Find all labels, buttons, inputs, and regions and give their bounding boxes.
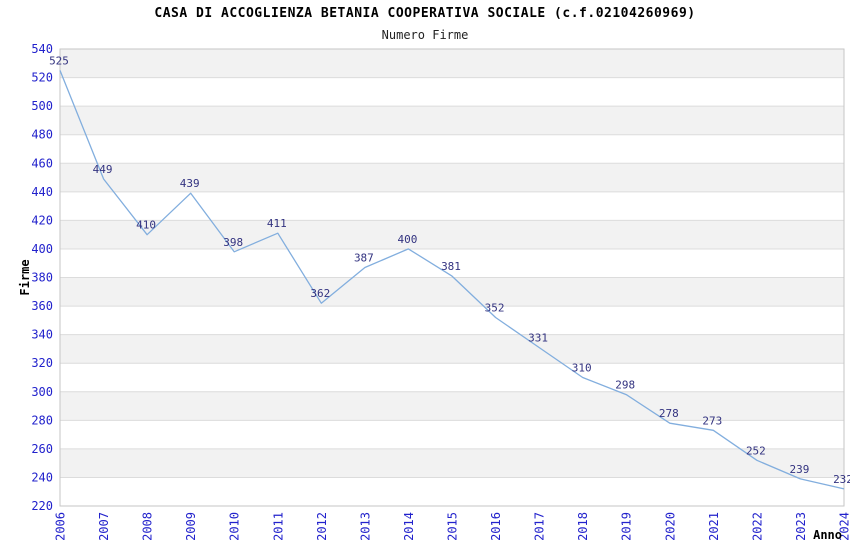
- x-tick-label: 2024: [838, 512, 850, 541]
- grid-band: [60, 277, 844, 307]
- grid-band: [60, 391, 844, 421]
- plot-border: [59, 48, 845, 507]
- grid-band: [60, 334, 844, 364]
- grid-band: [60, 363, 844, 392]
- data-point-label: 232: [833, 473, 850, 486]
- y-axis-title: Firme: [18, 259, 32, 295]
- chart-title: CASA DI ACCOGLIENZA BETANIA COOPERATIVA …: [154, 6, 696, 21]
- grid-band: [60, 163, 844, 192]
- y-tick-label: 520: [31, 71, 53, 85]
- data-point-label: 439: [180, 177, 200, 190]
- y-tick-label: 240: [31, 470, 53, 484]
- y-tick-label: 380: [31, 271, 53, 285]
- y-tick-label: 280: [31, 413, 53, 427]
- x-tick-label: 2006: [54, 512, 68, 541]
- y-tick-label: 300: [31, 385, 53, 399]
- x-tick-label: 2019: [620, 512, 634, 541]
- data-point-label: 449: [93, 163, 113, 176]
- y-tick-label: 220: [31, 499, 53, 513]
- grid-band: [60, 49, 844, 78]
- x-tick-label: 2013: [358, 512, 372, 541]
- data-point-label: 239: [790, 463, 810, 476]
- y-tick-label: 540: [31, 42, 53, 56]
- data-point-label: 362: [310, 287, 330, 300]
- x-tick-label: 2021: [707, 512, 721, 541]
- data-point-label: 381: [441, 260, 461, 273]
- x-tick-label: 2018: [576, 512, 590, 541]
- x-axis-title: Anno: [813, 528, 842, 542]
- chart-subtitle: Numero Firme: [381, 28, 469, 42]
- y-tick-label: 340: [31, 328, 53, 342]
- grid-band: [60, 420, 844, 449]
- x-tick-label: 2023: [794, 512, 808, 541]
- x-tick-label: 2022: [750, 512, 764, 541]
- data-point-label: 398: [223, 236, 243, 249]
- data-point-label: 278: [659, 407, 679, 420]
- x-axis-ticks: 2006 2007 2008 2009 2010 2011 2012 2013 2014 2015…: [54, 512, 850, 541]
- data-point-label: 298: [615, 379, 635, 392]
- y-tick-label: 420: [31, 213, 53, 227]
- data-point-label: 310: [572, 361, 592, 374]
- x-tick-label: 2012: [315, 512, 329, 541]
- y-tick-label: 480: [31, 128, 53, 142]
- x-tick-label: 2015: [446, 512, 460, 541]
- grid-band: [60, 106, 844, 135]
- data-point-label: 411: [267, 217, 287, 230]
- x-tick-label: 2009: [184, 512, 198, 541]
- y-tick-label: 440: [31, 185, 53, 199]
- x-tick-label: 2020: [663, 512, 677, 541]
- data-point-label: 400: [398, 233, 418, 246]
- data-point-label: 252: [746, 444, 766, 457]
- y-axis-ticks: 220 240 260 280 300 320 340 360 380 400 420 440 460 4…: [31, 42, 53, 513]
- y-tick-label: 500: [31, 99, 53, 113]
- data-point-label: 387: [354, 252, 374, 265]
- data-point-label: 410: [136, 219, 156, 232]
- y-tick-label: 260: [31, 442, 53, 456]
- x-tick-label: 2011: [271, 512, 285, 541]
- series-line: [59, 70, 845, 490]
- x-tick-label: 2016: [489, 512, 503, 541]
- x-tick-label: 2010: [228, 512, 242, 541]
- grid-bands: [60, 49, 844, 506]
- grid-lines: [60, 77, 844, 478]
- grid-band: [60, 134, 844, 164]
- y-tick-label: 360: [31, 299, 53, 313]
- grid-band: [60, 220, 844, 249]
- x-tick-label: 2007: [97, 512, 111, 541]
- x-tick-label: 2014: [402, 512, 416, 541]
- data-point-label: 331: [528, 331, 548, 344]
- grid-band: [60, 248, 844, 278]
- grid-band: [60, 477, 844, 506]
- data-point-label: 273: [702, 414, 722, 427]
- x-tick-label: 2017: [533, 512, 547, 541]
- x-tick-label: 2008: [141, 512, 155, 541]
- data-point-label: 352: [485, 301, 505, 314]
- grid-band: [60, 191, 844, 221]
- grid-band: [60, 448, 844, 478]
- y-tick-label: 460: [31, 156, 53, 170]
- grid-band: [60, 306, 844, 335]
- data-labels: 525 449 410 439 398 411 362 387 400 381 352 331 310 2…: [49, 54, 850, 485]
- data-point-label: 525: [49, 54, 69, 67]
- grid-band: [60, 77, 844, 107]
- y-tick-label: 400: [31, 242, 53, 256]
- y-tick-label: 320: [31, 356, 53, 370]
